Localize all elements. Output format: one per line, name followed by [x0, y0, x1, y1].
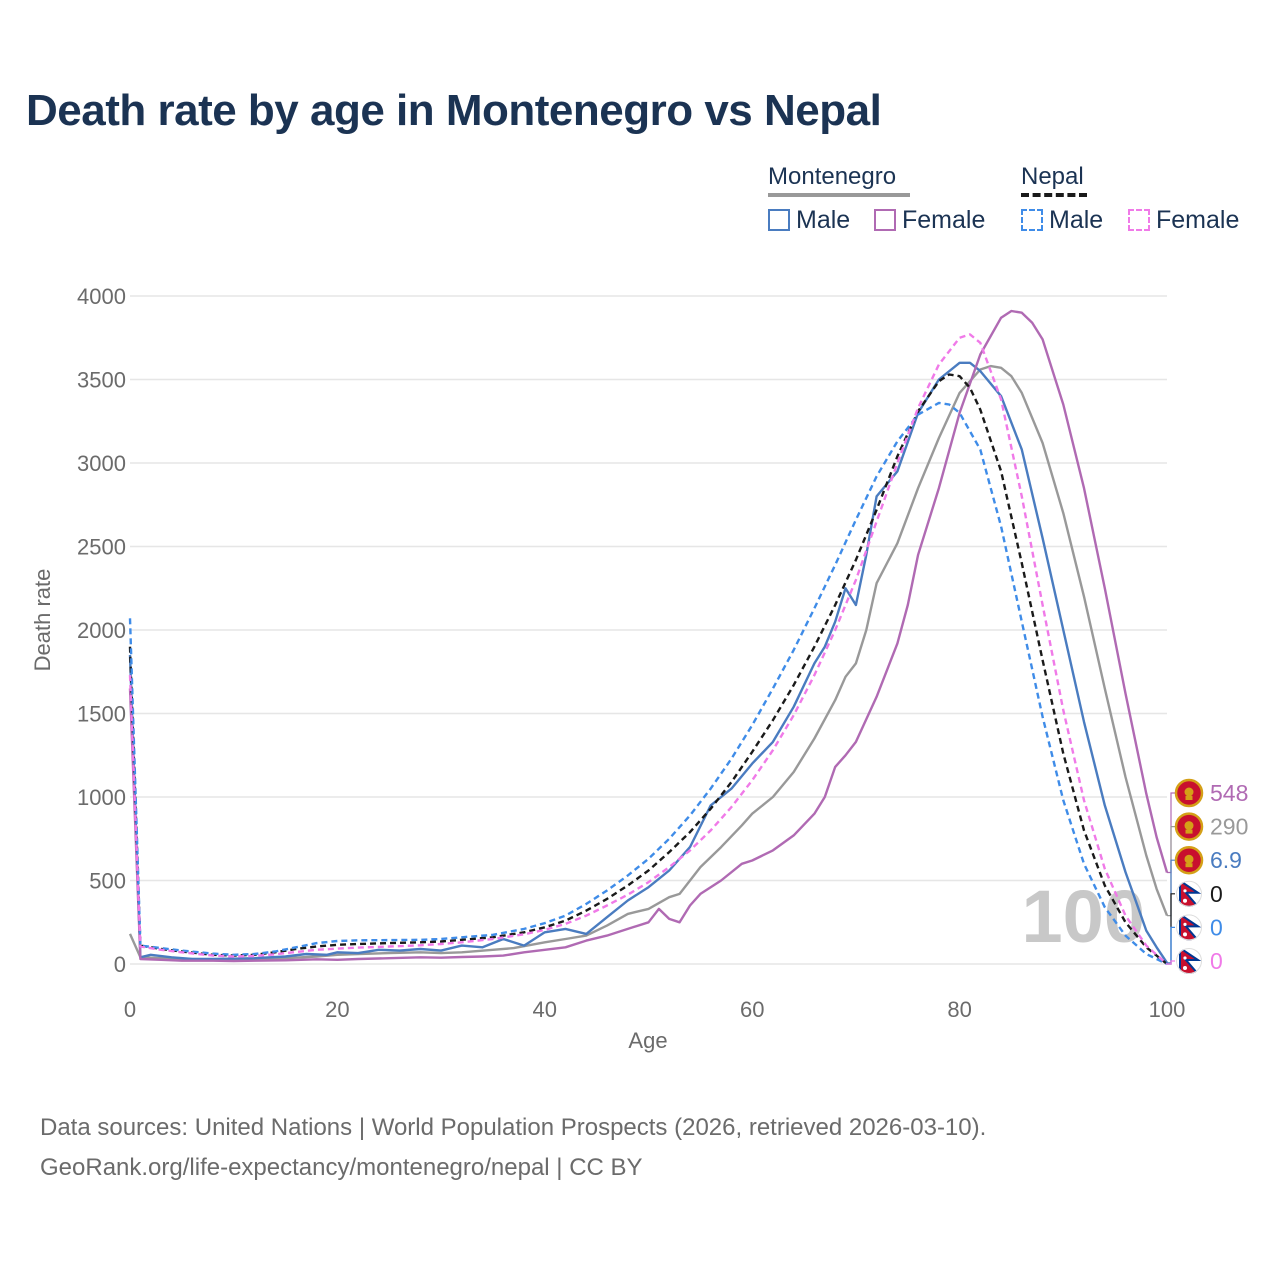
legend-montenegro-label: Montenegro [768, 163, 897, 190]
legend-nepal-line [1021, 193, 1087, 197]
x-tick-label: 20 [325, 997, 349, 1022]
nepal-flag-icon [1176, 880, 1202, 907]
end-value-label: 6.9 [1210, 847, 1242, 873]
series-line-nepal-male[interactable] [128, 401, 1168, 966]
y-tick-label: 2500 [77, 535, 126, 560]
legend-montenegro-female-label: Female [902, 206, 986, 234]
nepal-flag-icon [1176, 914, 1202, 941]
x-tick-label: 40 [533, 997, 557, 1022]
legend-swatch-montenegro-female [874, 209, 896, 231]
legend-swatch-nepal-female [1128, 209, 1150, 231]
montenegro-flag-icon [1174, 812, 1204, 841]
y-tick-label: 1000 [77, 785, 126, 810]
chart-title: Death rate by age in Montenegro vs Nepal [26, 86, 882, 135]
x-axis-label: Age [628, 1028, 667, 1053]
y-tick-label: 0 [114, 952, 126, 977]
end-value-label: 0 [1210, 914, 1223, 940]
series-line-montenegro-female[interactable] [128, 309, 1169, 963]
chart-legend: Montenegro Nepal Male Female Male Female [766, 162, 1266, 242]
legend-item-nepal-female[interactable]: Female [1128, 206, 1239, 235]
end-value-label: 548 [1210, 780, 1248, 806]
legend-nepal-male-label: Male [1049, 206, 1104, 234]
montenegro-flag-icon [1174, 845, 1204, 875]
x-tick-label: 100 [1149, 997, 1186, 1022]
legend-item-nepal-male[interactable]: Male [1021, 206, 1103, 235]
legend-nepal-female-label: Female [1156, 206, 1240, 234]
legend-item-montenegro-female[interactable]: Female [874, 206, 985, 235]
footer-sources: Data sources: United Nations | World Pop… [40, 1114, 987, 1141]
series-line-montenegro-total[interactable] [128, 364, 1169, 961]
series-line-montenegro-male[interactable] [128, 361, 1168, 964]
y-tick-label: 2000 [77, 618, 126, 643]
y-tick-label: 3000 [77, 451, 126, 476]
footer-attribution[interactable]: GeoRank.org/life-expectancy/montenegro/n… [40, 1154, 643, 1181]
legend-montenegro-line [768, 193, 910, 197]
end-label-connector [1167, 926, 1175, 965]
y-tick-label: 4000 [77, 284, 126, 309]
x-tick-label: 60 [740, 997, 764, 1022]
montenegro-flag-icon [1174, 778, 1204, 808]
legend-item-montenegro-male[interactable]: Male [768, 206, 850, 235]
end-label-connector [1167, 960, 1175, 965]
legend-group-nepal: Nepal [1021, 162, 1087, 197]
footer: Data sources: United Nations | World Pop… [40, 1108, 986, 1188]
end-value-label: 290 [1210, 814, 1248, 840]
legend-montenegro-male-label: Male [796, 206, 851, 234]
end-value-label: 0 [1210, 948, 1223, 974]
legend-group-montenegro: Montenegro [768, 162, 910, 197]
x-tick-label: 0 [124, 997, 136, 1022]
y-tick-label: 3500 [77, 368, 126, 393]
series-line-nepal-total[interactable] [128, 373, 1168, 965]
legend-nepal-label: Nepal [1021, 163, 1084, 190]
y-tick-label: 1500 [77, 702, 126, 727]
x-tick-label: 80 [947, 997, 971, 1022]
legend-swatch-montenegro-male [768, 209, 790, 231]
legend-swatch-nepal-male [1021, 209, 1043, 231]
y-axis-label: Death rate [30, 569, 55, 672]
series-line-nepal-female[interactable] [128, 333, 1168, 965]
y-tick-label: 500 [89, 869, 126, 894]
end-value-label: 0 [1210, 881, 1223, 907]
nepal-flag-icon [1176, 948, 1202, 974]
year-watermark: 100 [1022, 875, 1145, 958]
